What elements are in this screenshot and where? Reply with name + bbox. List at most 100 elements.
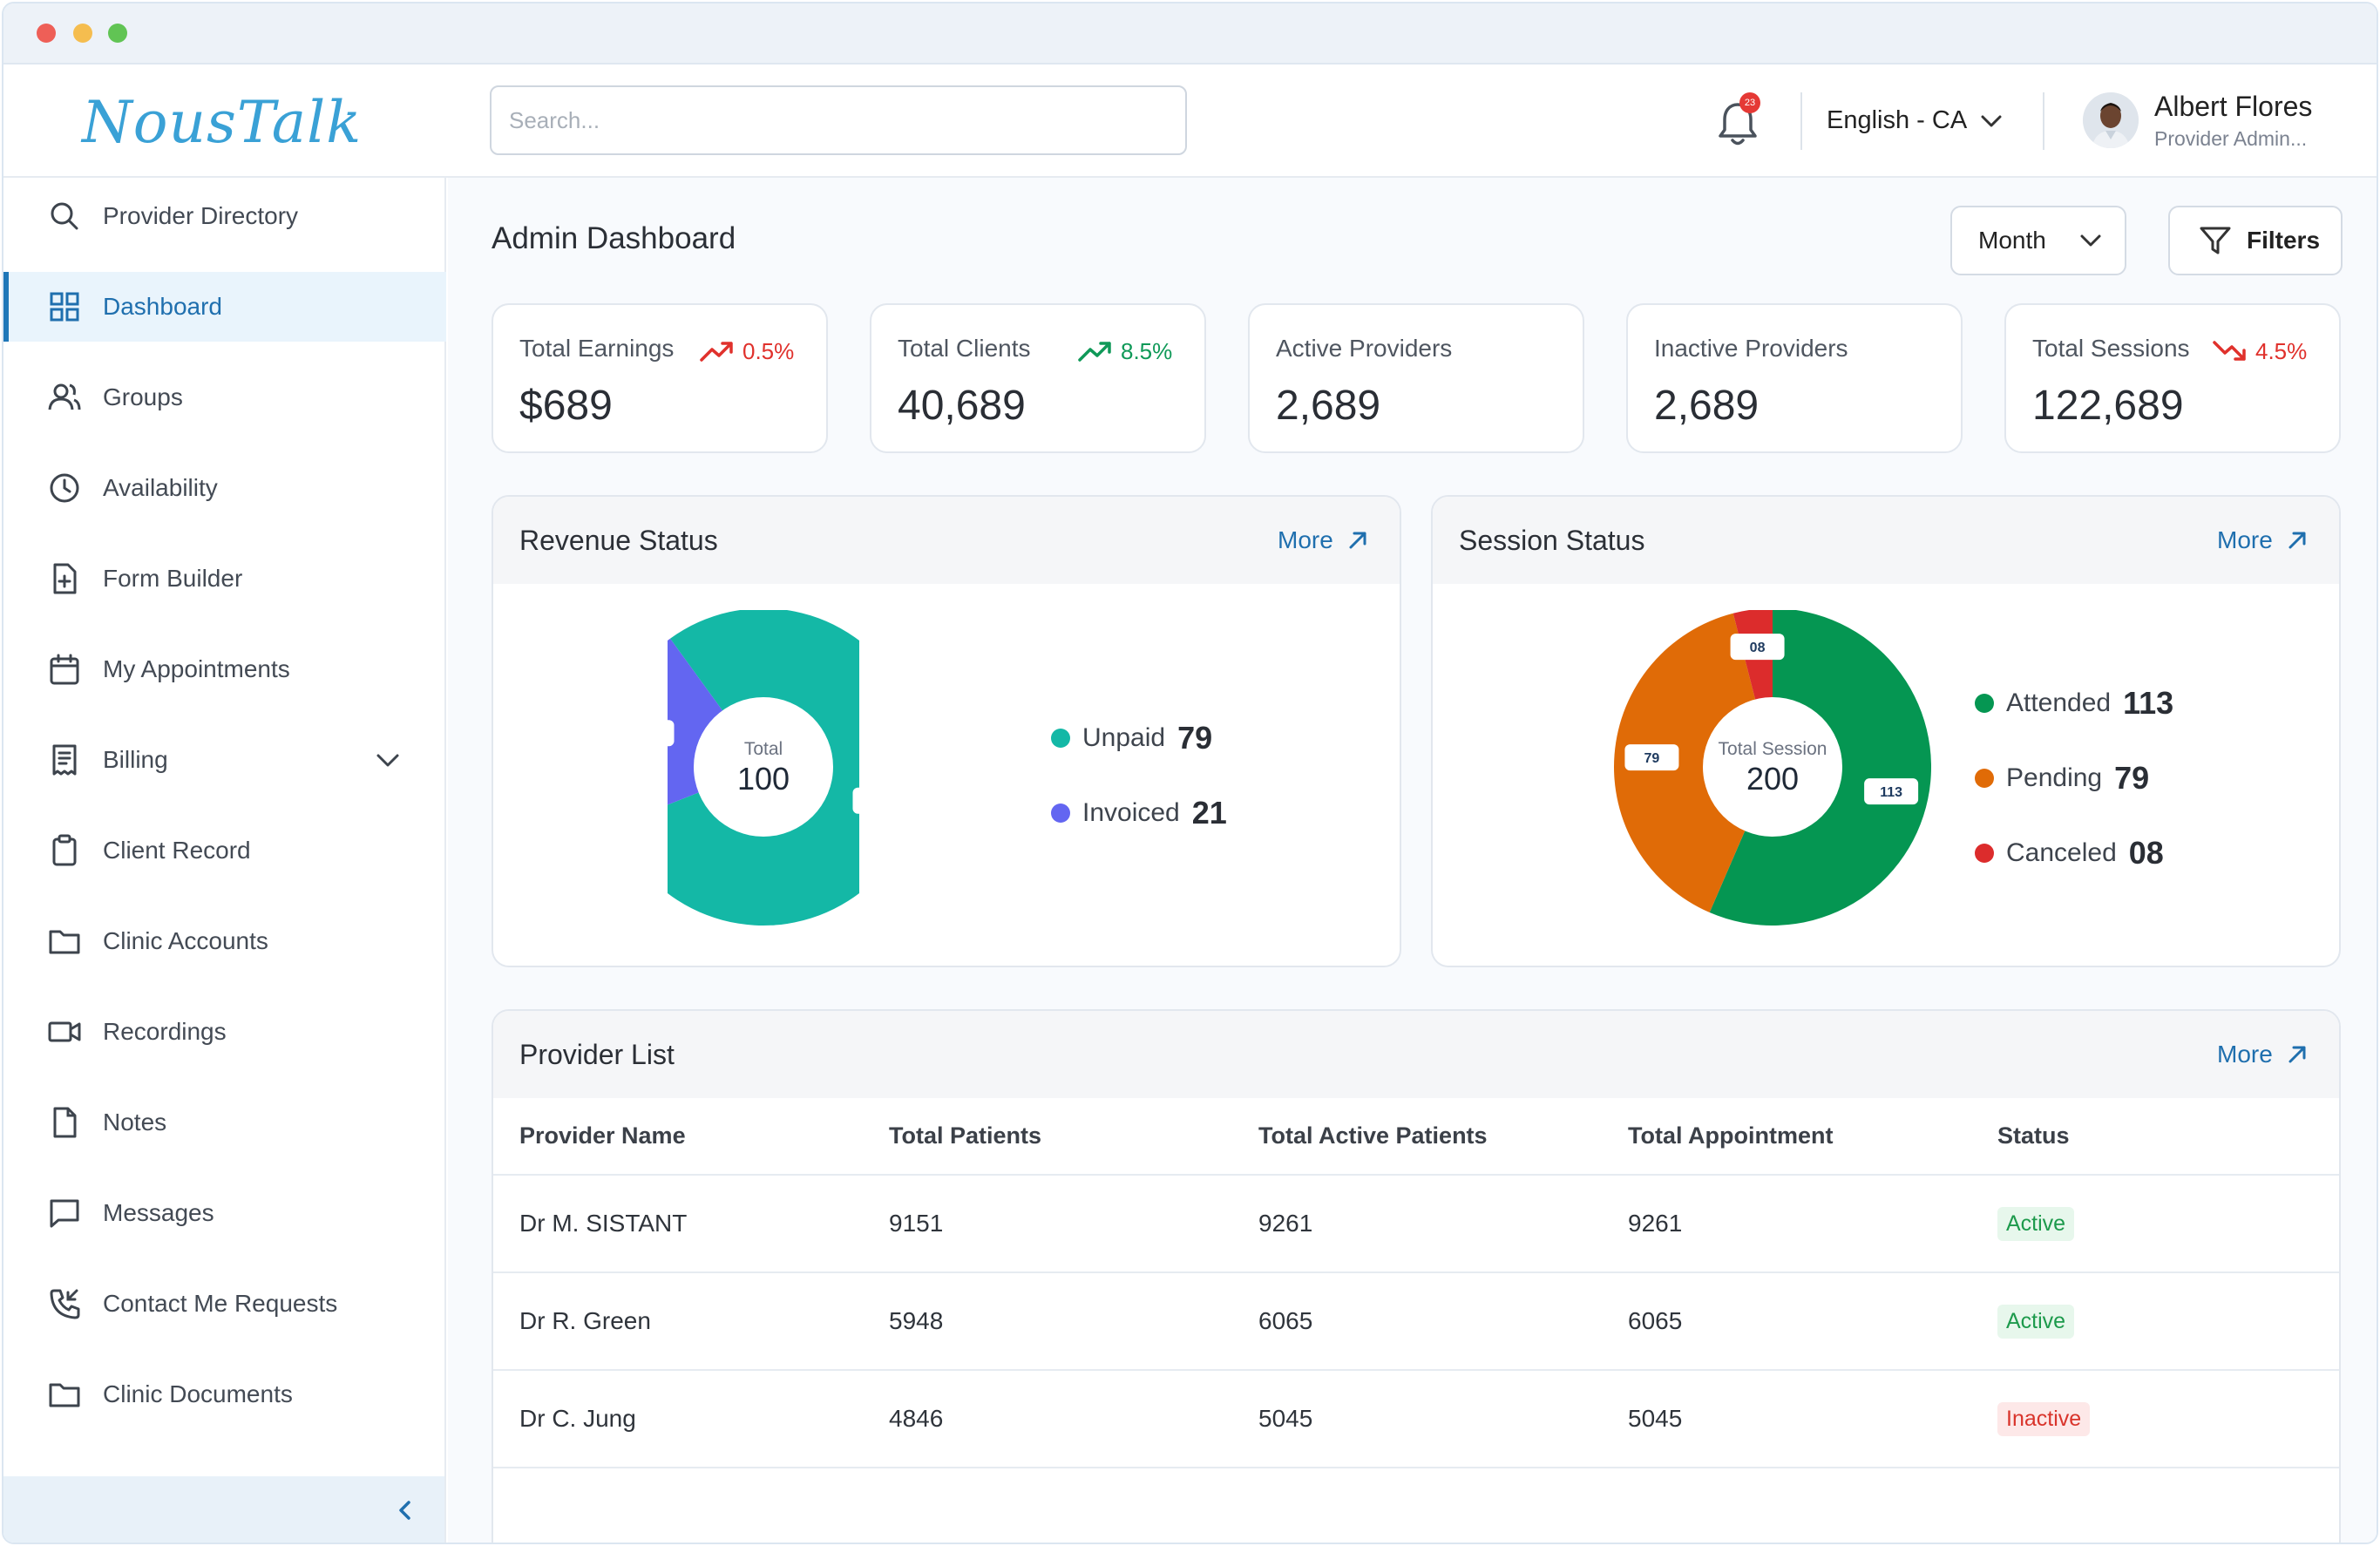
stat-card-total-sessions[interactable]: Total Sessions 4.5% 122,689 bbox=[2004, 303, 2341, 453]
filters-button[interactable]: Filters bbox=[2168, 206, 2343, 275]
chevron-down-icon[interactable] bbox=[373, 745, 403, 775]
notification-badge: 23 bbox=[1739, 92, 1760, 113]
sidebar-footer bbox=[3, 1476, 444, 1543]
document-icon bbox=[53, 1107, 77, 1138]
sidebar-item-billing[interactable]: Billing bbox=[3, 725, 446, 795]
donut-center bbox=[694, 697, 833, 837]
stat-card-inactive-providers[interactable]: Inactive Providers 2,689 bbox=[1626, 303, 1963, 453]
message-icon bbox=[50, 1199, 79, 1228]
sidebar-item-recordings[interactable]: Recordings bbox=[3, 997, 446, 1067]
slice-value-label: 113 bbox=[1864, 778, 1919, 805]
stat-trend-value: 4.5% bbox=[2255, 337, 2308, 364]
sidebar-item-contact-me-requests[interactable]: Contact Me Requests bbox=[3, 1269, 446, 1339]
column-header[interactable]: Total Patients bbox=[863, 1098, 1232, 1176]
stat-value: 122,689 bbox=[2032, 383, 2184, 429]
trend-down-icon bbox=[2213, 341, 2246, 361]
column-header[interactable]: Status bbox=[1971, 1098, 2339, 1176]
sidebar-item-label: Availability bbox=[103, 474, 218, 501]
column-header[interactable]: Provider Name bbox=[493, 1098, 863, 1176]
stat-trend: 8.5% bbox=[1077, 338, 1172, 364]
panel-title: Provider List bbox=[519, 1039, 675, 1070]
sidebar-item-form-builder[interactable]: Form Builder bbox=[3, 544, 446, 614]
user-avatar[interactable] bbox=[2083, 92, 2139, 148]
stat-card-active-providers[interactable]: Active Providers 2,689 bbox=[1248, 303, 1584, 453]
status-badge: Inactive bbox=[1997, 1401, 2091, 1436]
table-row[interactable]: Dr C. Jung 4846 5045 5045 Inactive bbox=[493, 1370, 2339, 1468]
slice-value-label: 79 bbox=[852, 787, 859, 814]
stat-card-total-clients[interactable]: Total Clients 8.5% 40,689 bbox=[870, 303, 1206, 453]
table-header-row: Provider Name Total Patients Total Activ… bbox=[493, 1098, 2339, 1176]
sessions-more-link[interactable]: More bbox=[2217, 526, 2309, 554]
legend-label: Unpaid bbox=[1082, 723, 1166, 752]
stat-trend-value: 0.5% bbox=[742, 337, 795, 364]
stat-value: 40,689 bbox=[898, 383, 1026, 429]
panel-header: Provider List More bbox=[493, 1011, 2339, 1098]
legend-dot bbox=[1051, 804, 1070, 823]
sidebar-item-clinic-documents[interactable]: Clinic Documents bbox=[3, 1360, 446, 1429]
sidebar-item-availability[interactable]: Availability bbox=[3, 453, 446, 523]
stat-card-total-earnings[interactable]: Total Earnings 0.5% $689 bbox=[492, 303, 828, 453]
total-appointments: 9261 bbox=[1602, 1175, 1971, 1273]
total-active-patients: 5045 bbox=[1232, 1370, 1602, 1468]
user-name[interactable]: Albert Flores bbox=[2154, 91, 2313, 122]
legend-canceled: Canceled 08 bbox=[1975, 835, 2164, 871]
total-patients: 5948 bbox=[863, 1272, 1232, 1371]
users-icon bbox=[48, 383, 81, 410]
phone-incoming-icon bbox=[50, 1289, 80, 1319]
table-row[interactable]: Dr R. Green 5948 6065 6065 Active bbox=[493, 1272, 2339, 1371]
sidebar-item-clinic-accounts[interactable]: Clinic Accounts bbox=[3, 906, 446, 976]
legend-value: 79 bbox=[1177, 720, 1213, 756]
donut-center bbox=[1703, 697, 1842, 837]
folder-icon bbox=[49, 1383, 80, 1407]
sidebar-item-label: Client Record bbox=[103, 837, 251, 864]
legend-value: 21 bbox=[1191, 795, 1227, 831]
total-patients: 4846 bbox=[863, 1370, 1232, 1468]
sidebar-item-messages[interactable]: Messages bbox=[3, 1178, 446, 1248]
status-cell: Active bbox=[1971, 1272, 2339, 1371]
table-row[interactable]: Dr M. SISTANT 9151 9261 9261 Active bbox=[493, 1175, 2339, 1273]
sidebar-item-label: My Appointments bbox=[103, 655, 290, 682]
sidebar-item-groups[interactable]: Groups bbox=[3, 363, 446, 432]
chevron-down-icon[interactable] bbox=[1978, 108, 2004, 134]
stat-value: $689 bbox=[519, 383, 613, 429]
stat-label: Total Earnings bbox=[519, 335, 675, 362]
revenue-more-link[interactable]: More bbox=[1278, 526, 1370, 554]
arrow-up-right-icon bbox=[2288, 532, 2306, 549]
session-status-panel: Session Status More 113 79 08 Total Session… bbox=[1431, 495, 2341, 967]
sidebar-item-provider-directory[interactable]: Provider Directory bbox=[3, 181, 446, 251]
sidebar-item-label: Clinic Documents bbox=[103, 1380, 293, 1407]
slice-value-label: 21 bbox=[668, 720, 675, 747]
provider-list-more-link[interactable]: More bbox=[2217, 1041, 2309, 1068]
app-logo[interactable]: NousTalk bbox=[82, 89, 363, 156]
top-header: NousTalk 23 English - CA Albert Flores P… bbox=[3, 64, 2377, 178]
sidebar-item-notes[interactable]: Notes bbox=[3, 1088, 446, 1157]
sidebar-item-my-appointments[interactable]: My Appointments bbox=[3, 634, 446, 704]
file-plus-icon bbox=[53, 563, 77, 594]
sidebar-item-label: Clinic Accounts bbox=[103, 927, 268, 954]
panel-header: Session Status More bbox=[1433, 497, 2339, 584]
total-active-patients: 6065 bbox=[1232, 1272, 1602, 1371]
column-header[interactable]: Total Appointment bbox=[1602, 1098, 1971, 1176]
donut-slice-pending[interactable] bbox=[1614, 613, 1773, 913]
provider-table: Provider Name Total Patients Total Activ… bbox=[493, 1098, 2339, 1468]
filters-label: Filters bbox=[2247, 227, 2321, 254]
sidebar-item-label: Contact Me Requests bbox=[103, 1290, 338, 1317]
column-header[interactable]: Total Active Patients bbox=[1232, 1098, 1602, 1176]
search-input[interactable] bbox=[490, 85, 1187, 155]
period-select[interactable]: Month bbox=[1950, 206, 2126, 275]
more-label: More bbox=[2217, 1041, 2273, 1068]
donut-center-label: Total bbox=[744, 739, 783, 759]
sidebar-item-client-record[interactable]: Client Record bbox=[3, 816, 446, 885]
language-select[interactable]: English - CA bbox=[1827, 106, 1968, 134]
legend-label: Pending bbox=[2006, 763, 2103, 792]
close-window-button[interactable] bbox=[37, 24, 56, 43]
maximize-window-button[interactable] bbox=[108, 24, 127, 43]
legend-label: Canceled bbox=[2006, 838, 2117, 867]
status-cell: Active bbox=[1971, 1175, 2339, 1273]
collapse-sidebar-icon[interactable] bbox=[392, 1497, 418, 1523]
stat-label: Total Clients bbox=[898, 335, 1031, 362]
sidebar-item-dashboard[interactable]: Dashboard bbox=[3, 272, 446, 342]
minimize-window-button[interactable] bbox=[73, 24, 92, 43]
